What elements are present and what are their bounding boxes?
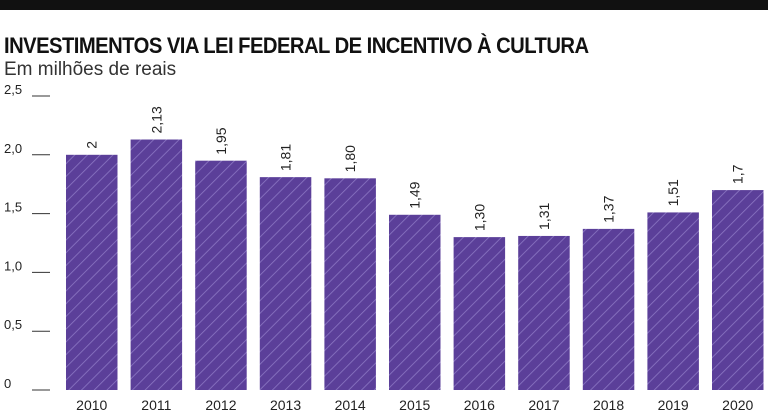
y-tick-label: 0,5 <box>4 317 22 332</box>
value-label: 2 <box>84 141 100 149</box>
bar-2020 <box>712 190 764 390</box>
bars <box>66 139 764 390</box>
x-tick-label: 2018 <box>593 397 624 413</box>
y-tick-label: 2,0 <box>4 141 22 156</box>
value-label: 1,37 <box>601 195 617 222</box>
bar-2016 <box>453 237 506 390</box>
x-tick-label: 2016 <box>464 397 495 413</box>
value-label: 1,81 <box>278 144 294 171</box>
bar-2010 <box>66 154 118 390</box>
bar-2011 <box>130 139 183 390</box>
y-axis: 0 0,5 1,0 1,5 2,0 2,5 <box>4 82 50 391</box>
value-label: 1,7 <box>730 164 746 184</box>
bar-2014 <box>324 178 376 390</box>
value-label: 1,31 <box>536 202 552 229</box>
x-tick-label: 2014 <box>335 397 366 413</box>
x-tick-label: 2010 <box>76 397 107 413</box>
bar-2018 <box>582 228 635 390</box>
x-tick-label: 2013 <box>270 397 301 413</box>
x-tick-label: 2017 <box>528 397 559 413</box>
bar-2012 <box>195 160 247 390</box>
x-tick-label: 2012 <box>205 397 236 413</box>
value-label: 1,95 <box>213 127 229 154</box>
chart-title: INVESTIMENTOS VIA LEI FEDERAL DE INCENTI… <box>4 33 589 58</box>
y-tick-label: 1,0 <box>4 258 22 273</box>
value-label: 1,51 <box>665 179 681 206</box>
x-tick-label: 2011 <box>141 397 171 413</box>
x-tick-labels: 2010 2011 2012 2013 2014 2015 2016 2017 2018 2019… <box>76 397 753 413</box>
bar-2019 <box>647 212 699 390</box>
bar-2013 <box>259 177 312 390</box>
value-label: 1,30 <box>471 204 487 231</box>
y-tick-label: 0 <box>4 376 11 391</box>
bar-2015 <box>389 214 441 390</box>
x-tick-label: 2019 <box>658 397 689 413</box>
value-label: 1,49 <box>407 181 423 208</box>
bar-2017 <box>518 235 570 390</box>
y-tick-label: 2,5 <box>4 82 22 97</box>
x-tick-label: 2015 <box>399 397 430 413</box>
y-tick-label: 1,5 <box>4 200 22 215</box>
x-tick-label: 2020 <box>722 397 753 413</box>
top-rule <box>0 0 768 10</box>
chart-subtitle: Em milhões de reais <box>4 59 177 80</box>
value-label: 2,13 <box>148 106 164 133</box>
value-label: 1,80 <box>342 145 358 172</box>
value-labels: 2 2,13 1,95 1,81 1,80 1,49 1,30 1,31 1,37 1,51 1,7 <box>84 106 746 231</box>
